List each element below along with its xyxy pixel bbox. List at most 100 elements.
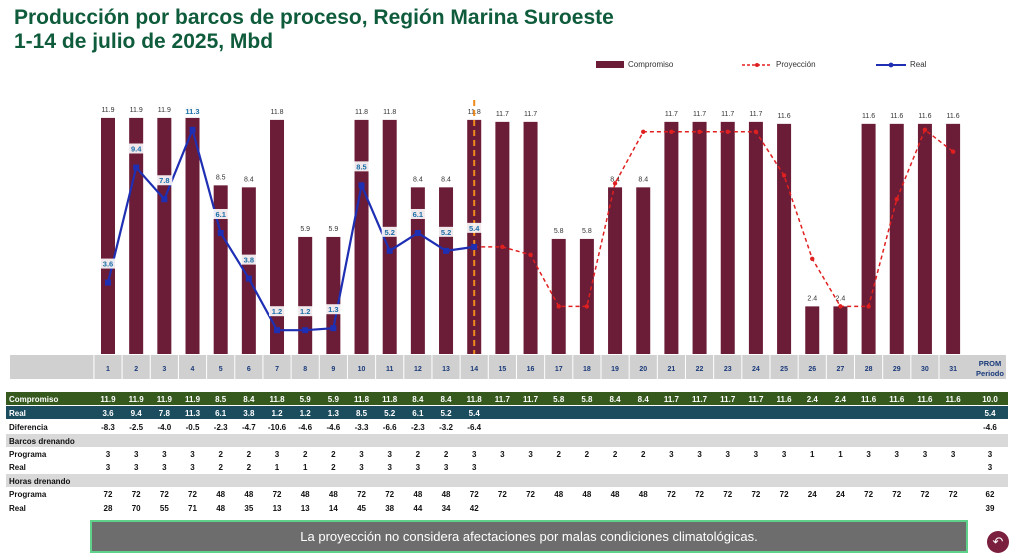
axis-label-10: 10 (358, 366, 366, 373)
table-cell-5-9: 2 (331, 463, 336, 472)
table-cell-7-20: 48 (639, 490, 648, 499)
table-cell-5-14: 3 (472, 463, 477, 472)
table-cell-0-26: 2.4 (807, 395, 819, 404)
table-cell-5-7: 1 (275, 463, 280, 472)
axis-label-9: 9 (331, 366, 335, 373)
table-cell-0-2: 11.9 (129, 395, 145, 404)
table-cell-7-25: 72 (780, 490, 789, 499)
table-cell-4-11: 3 (387, 450, 392, 459)
table-cell-8-13: 34 (442, 504, 451, 513)
real-label-bg-7 (269, 306, 286, 317)
bar-label-25: 11.6 (778, 113, 791, 120)
table-cell-7-1: 72 (104, 490, 113, 499)
production-chart: 11.9 11.9 11.9 11.9 8.5 8.4 11.8 5.9 5.9 11.8 11.8… (6, 100, 1008, 513)
table-cell-0-23: 11.7 (720, 395, 736, 404)
table-cell-1-12: 6.1 (412, 409, 424, 418)
real-label-bg-1 (100, 258, 116, 269)
table-cell-8-12: 44 (413, 504, 422, 513)
projection-point-22 (697, 129, 702, 134)
projection-point-30 (922, 127, 928, 133)
table-cell-0-5: 8.5 (215, 395, 227, 404)
real-point-12 (414, 229, 421, 236)
axis-label-24: 24 (752, 366, 760, 373)
bar-label-22: 11.7 (693, 111, 706, 118)
footnote: La proyección no considera afectaciones … (90, 520, 968, 553)
real-label-bg-10 (353, 161, 370, 172)
bar-label-30: 11.6 (918, 113, 931, 120)
table-row-bg-6 (6, 474, 1008, 487)
real-label-bg-12 (409, 208, 426, 219)
table-cell-4-16: 3 (528, 450, 533, 459)
bar-label-9: 5.9 (328, 226, 338, 233)
back-icon[interactable]: ↶ (987, 531, 1009, 553)
bar-compromiso-3 (157, 117, 172, 355)
table-cell-8-9: 14 (329, 504, 338, 513)
bar-label-12: 8.4 (413, 176, 423, 183)
bar-label-18: 5.8 (582, 228, 592, 235)
table-cell-4-8: 2 (303, 450, 308, 459)
table-cell-7-9: 48 (329, 490, 338, 499)
real-label-8: 1.2 (300, 307, 310, 316)
axis-label-20: 20 (639, 366, 647, 373)
table-cell-7-18: 48 (582, 490, 591, 499)
legend-compromiso-swatch (596, 61, 624, 68)
chart-title-line-1: Producción por barcos de proceso, Región… (14, 6, 614, 29)
table-row-label-4: Programa (9, 450, 47, 459)
bar-compromiso-11 (382, 119, 397, 354)
table-cell-0-8: 5.9 (300, 395, 312, 404)
bar-label-16: 11.7 (524, 111, 537, 118)
table-cell-4-23: 3 (726, 450, 731, 459)
table-cell-2-9: -4.6 (326, 423, 340, 432)
table-cell-4-14: 3 (472, 450, 477, 459)
bar-compromiso-19 (608, 187, 623, 354)
table-row-label-3: Barcos drenando (9, 437, 75, 446)
table-cell-0-22: 11.7 (692, 395, 708, 404)
table-cell-0-7: 11.8 (269, 395, 285, 404)
axis-label-13: 13 (442, 366, 450, 373)
table-cell-8-8: 13 (301, 504, 310, 513)
bar-label-13: 8.4 (441, 176, 451, 183)
bar-compromiso-14 (467, 119, 482, 354)
table-cell-1-10: 8.5 (356, 409, 368, 418)
table-cell-0-13: 8.4 (440, 395, 452, 404)
table-cell-5-3: 3 (162, 463, 167, 472)
bar-compromiso-20 (636, 187, 651, 354)
table-cell-4-27: 1 (838, 450, 843, 459)
axis-label-7: 7 (275, 366, 279, 373)
bar-label-19: 8.4 (610, 176, 620, 183)
table-cell-8-11: 38 (385, 504, 394, 513)
bar-label-20: 8.4 (638, 176, 648, 183)
table-avg-2: -4.6 (983, 423, 997, 432)
table-cell-4-19: 2 (613, 450, 618, 459)
table-cell-5-2: 3 (134, 463, 139, 472)
real-label-10: 8.5 (356, 162, 366, 171)
table-cell-4-31: 3 (951, 450, 956, 459)
bar-compromiso-10 (354, 119, 369, 354)
real-label-2: 9.4 (131, 145, 142, 154)
real-point-5 (217, 229, 224, 236)
bar-compromiso-8 (298, 236, 313, 354)
axis-label-11: 11 (386, 366, 394, 373)
bar-compromiso-17 (551, 238, 566, 354)
real-label-4: 11.3 (185, 107, 199, 116)
table-cell-7-26: 24 (808, 490, 817, 499)
table-cell-4-25: 3 (782, 450, 787, 459)
axis-label-1: 1 (106, 366, 110, 373)
table-cell-7-3: 72 (160, 490, 169, 499)
table-cell-1-3: 7.8 (159, 409, 171, 418)
table-cell-0-28: 11.6 (861, 395, 877, 404)
table-cell-7-7: 72 (273, 490, 282, 499)
legend-proyeccion-swatch (742, 62, 772, 67)
table-cell-4-24: 3 (754, 450, 759, 459)
table-cell-7-30: 72 (920, 490, 929, 499)
table-cell-0-12: 8.4 (412, 395, 424, 404)
table-cell-4-18: 2 (585, 450, 590, 459)
real-point-7 (274, 327, 281, 334)
real-label-bg-13 (438, 226, 455, 237)
table-cell-4-10: 3 (359, 450, 364, 459)
bar-label-7: 11.8 (270, 109, 283, 116)
real-point-6 (245, 275, 252, 282)
axis-label-26: 26 (808, 366, 816, 373)
real-label-14: 5.4 (469, 224, 480, 233)
real-point-11 (386, 247, 393, 254)
